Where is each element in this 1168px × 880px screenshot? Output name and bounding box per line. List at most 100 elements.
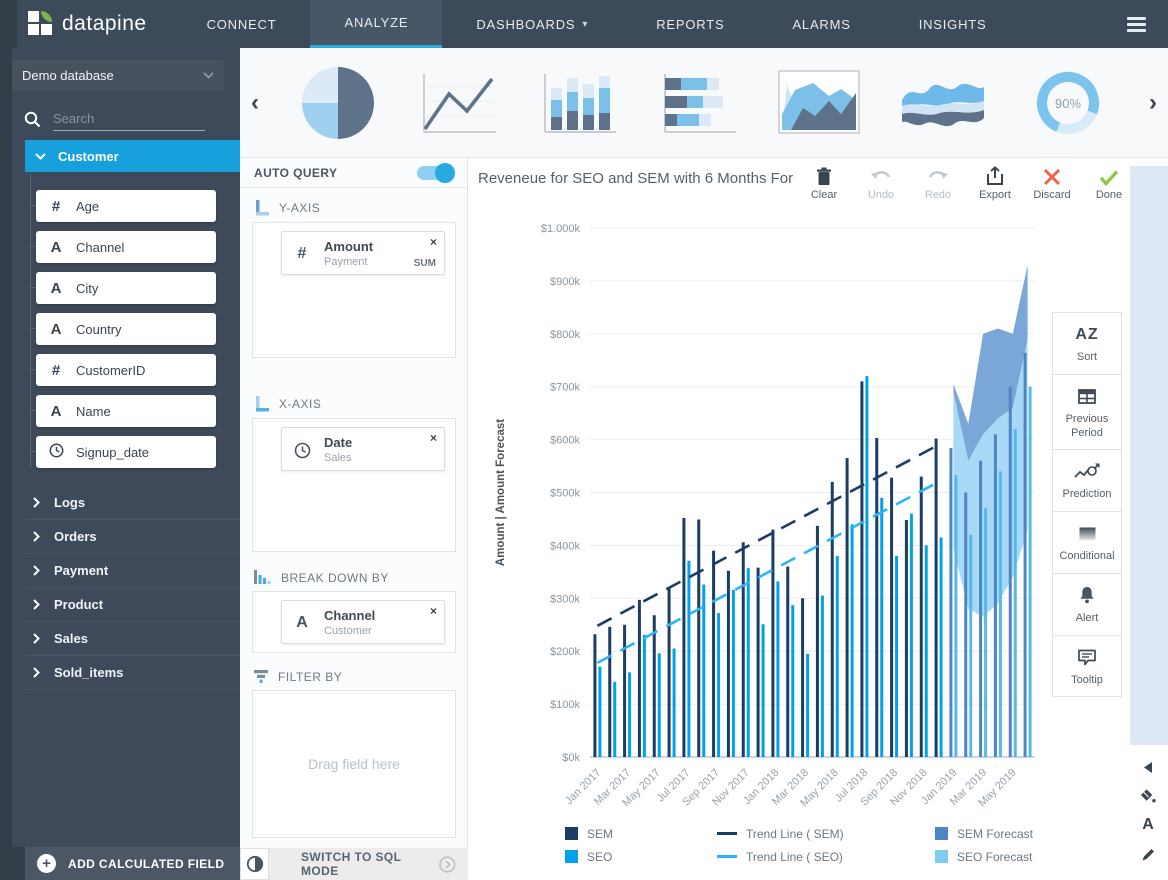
tool-label: Prediction: [1062, 488, 1112, 501]
chip-amount[interactable]: # Amount Payment × SUM: [281, 231, 445, 275]
number-icon: #: [51, 197, 61, 215]
field-name[interactable]: A Name: [30, 395, 216, 427]
export-button[interactable]: Export: [976, 164, 1014, 201]
bar-chart-icon[interactable]: [658, 70, 738, 136]
line-chart-icon[interactable]: [418, 70, 498, 136]
carousel-right-arrow[interactable]: ›: [1149, 88, 1157, 116]
contrast-toggle-button[interactable]: [240, 848, 269, 880]
legend-item-sem[interactable]: SEM: [565, 827, 717, 841]
alert-button[interactable]: Alert: [1053, 574, 1121, 636]
format-strip: A: [1128, 745, 1168, 880]
aggregation-label[interactable]: SUM: [413, 258, 436, 269]
legend-item-seo[interactable]: SEO: [565, 850, 717, 864]
legend-swatch: [935, 827, 948, 840]
legend-item-seo-forecast[interactable]: SEO Forecast: [935, 850, 1033, 864]
add-calc-dark-corner: [0, 847, 25, 880]
brand[interactable]: datapine: [17, 0, 173, 48]
prediction-button[interactable]: Prediction: [1053, 450, 1121, 512]
close-icon[interactable]: ×: [429, 431, 437, 445]
sidebar-table-customer[interactable]: Customer: [25, 140, 240, 172]
auto-query-toggle[interactable]: [417, 162, 455, 183]
sort-button[interactable]: AZ Sort: [1053, 313, 1121, 375]
add-calculated-field-button[interactable]: + ADD CALCULATED FIELD: [25, 847, 240, 880]
close-icon[interactable]: ×: [429, 604, 437, 618]
area-chart-icon[interactable]: [778, 69, 860, 136]
y-axis-dropzone[interactable]: # Amount Payment × SUM: [252, 222, 456, 358]
gauge-chart-icon[interactable]: 90%: [1026, 61, 1110, 145]
nav-item-dashboards[interactable]: DASHBOARDS ▾: [442, 0, 622, 48]
sidebar-table-logs[interactable]: Logs: [25, 486, 240, 520]
table-label: Payment: [54, 563, 109, 578]
chip-field-name: Date: [324, 435, 353, 450]
clear-button[interactable]: Clear: [805, 164, 843, 201]
chevron-right-icon: [33, 565, 40, 576]
sidebar-table-sales[interactable]: Sales: [25, 622, 240, 656]
legend-item-trend-sem[interactable]: Trend Line ( SEM): [717, 827, 935, 841]
nav-item-connect[interactable]: CONNECT: [206, 16, 277, 32]
previous-period-button[interactable]: Previous Period: [1053, 375, 1121, 451]
chart-title[interactable]: Reveneue for SEO and SEM with 6 Months F…: [478, 170, 794, 187]
discard-button[interactable]: Discard: [1033, 164, 1071, 201]
legend-item-sem-forecast[interactable]: SEM Forecast: [935, 827, 1033, 841]
field-channel[interactable]: A Channel: [30, 231, 216, 263]
sidebar-table-orders[interactable]: Orders: [25, 520, 240, 554]
legend-label: Trend Line ( SEO): [746, 849, 843, 864]
undo-button[interactable]: Undo: [862, 164, 900, 201]
nav-item-insights[interactable]: INSIGHTS: [918, 16, 987, 32]
svg-text:$600k: $600k: [550, 435, 580, 447]
sidebar-table-sold-items[interactable]: Sold_items: [25, 656, 240, 690]
legend-item-trend-seo[interactable]: Trend Line ( SEO): [717, 850, 935, 864]
collapse-panel-icon[interactable]: [1140, 759, 1156, 775]
break-down-by-dropzone[interactable]: A Channel Customer ×: [252, 591, 456, 653]
nav-item-analyze[interactable]: ANALYZE: [310, 0, 443, 48]
edit-pencil-icon[interactable]: [1140, 846, 1156, 862]
stream-chart-icon[interactable]: [900, 74, 986, 132]
search-input[interactable]: [53, 107, 205, 131]
switch-to-sql-mode-button[interactable]: SWITCH TO SQL MODE: [269, 848, 468, 880]
table-label: Orders: [54, 529, 97, 544]
nav-item-reports[interactable]: REPORTS: [656, 16, 725, 32]
chip-field-source: Payment: [324, 256, 368, 268]
field-signup-date[interactable]: Signup_date: [30, 436, 216, 468]
text-icon: A: [50, 279, 62, 297]
database-select[interactable]: Demo database: [12, 60, 224, 90]
field-customerid[interactable]: # CustomerID: [30, 354, 216, 386]
chart-bars[interactable]: [593, 352, 1032, 757]
fill-color-icon[interactable]: [1140, 788, 1156, 804]
close-icon[interactable]: ×: [429, 235, 437, 249]
field-country[interactable]: A Country: [30, 313, 216, 345]
break-down-by-section-header: BREAK DOWN BY: [254, 570, 389, 586]
redo-icon: [919, 164, 957, 186]
chevron-down-icon: [35, 152, 46, 160]
revenue-chart[interactable]: $0k $100k $200k $300k $400k $500k $600k $700k $8…: [470, 215, 1070, 820]
tooltip-button[interactable]: Tooltip: [1053, 636, 1121, 697]
carousel-left-arrow[interactable]: ‹: [251, 88, 259, 116]
database-sidebar: Demo database Customer # Age A Channel A…: [0, 48, 240, 880]
column-chart-icon[interactable]: [538, 70, 618, 136]
text-format-icon[interactable]: A: [1142, 816, 1154, 833]
sidebar-table-payment[interactable]: Payment: [25, 554, 240, 588]
y-axis-icon: [256, 200, 269, 216]
filter-by-dropzone[interactable]: Drag field here: [252, 690, 456, 838]
done-button[interactable]: Done: [1090, 164, 1128, 201]
chip-channel[interactable]: A Channel Customer ×: [281, 600, 445, 644]
redo-button[interactable]: Redo: [919, 164, 957, 201]
table-grid-icon: [1055, 386, 1119, 408]
text-icon: A: [50, 320, 62, 338]
field-age[interactable]: # Age: [30, 190, 216, 222]
pie-chart-icon[interactable]: [298, 63, 378, 143]
chart-trend-lines[interactable]: [596, 443, 940, 664]
legend-label: Trend Line ( SEM): [746, 826, 844, 841]
sidebar-table-product[interactable]: Product: [25, 588, 240, 622]
chip-field-source: Customer: [324, 625, 372, 637]
hamburger-menu-icon[interactable]: [1105, 0, 1168, 48]
x-axis-dropzone[interactable]: Date Sales ×: [252, 418, 456, 552]
nav-item-alarms[interactable]: ALARMS: [792, 16, 851, 32]
field-label: Country: [76, 321, 122, 337]
field-label: Name: [76, 403, 111, 419]
clear-label: Clear: [810, 189, 838, 201]
field-city[interactable]: A City: [30, 272, 216, 304]
chip-date[interactable]: Date Sales ×: [281, 427, 445, 471]
conditional-button[interactable]: Conditional: [1053, 512, 1121, 574]
